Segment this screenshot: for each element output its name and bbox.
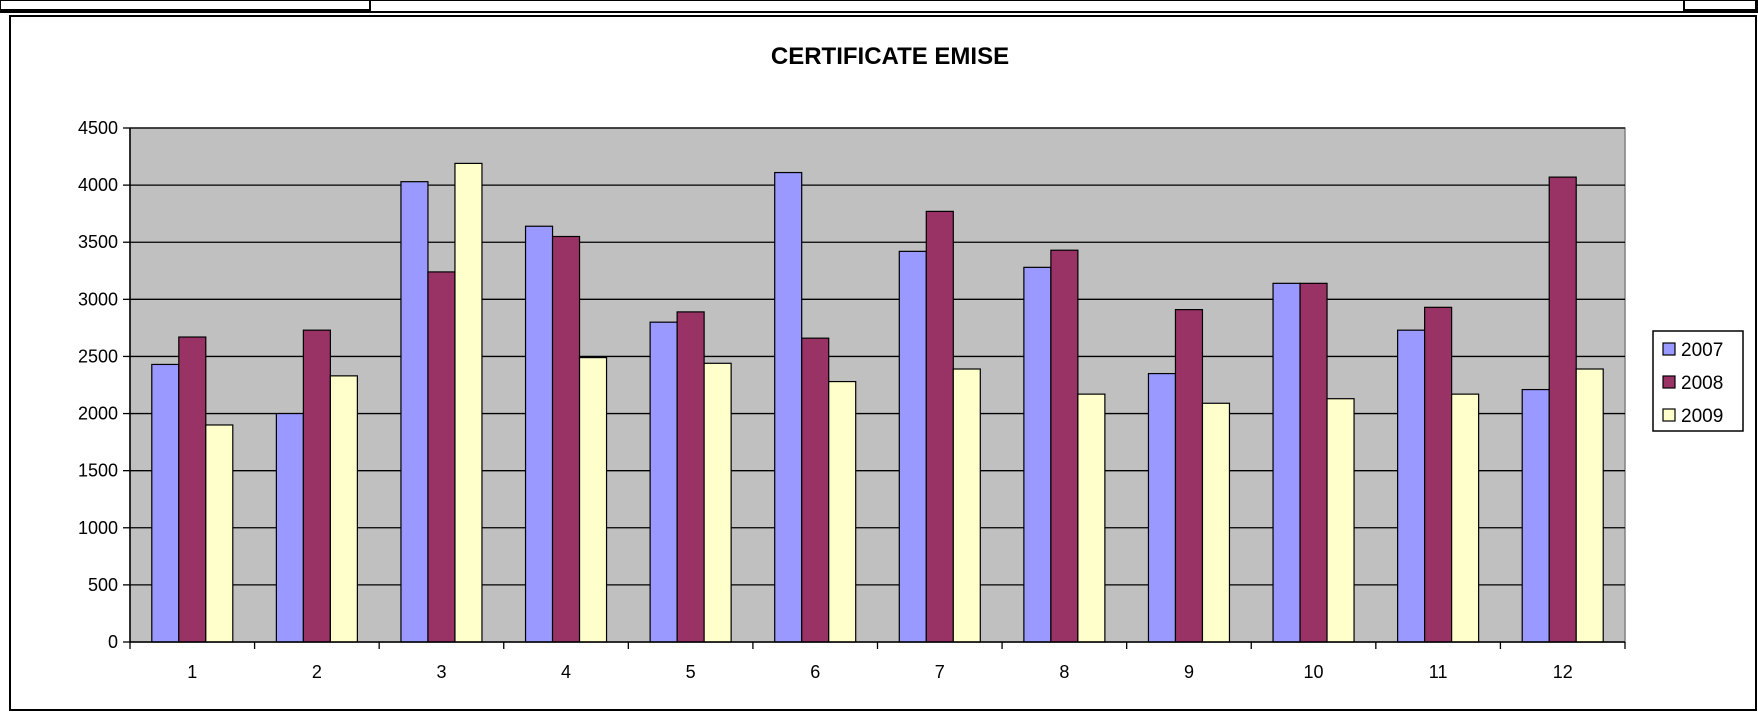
bar-2007-9	[1147, 372, 1177, 643]
bar-2008-3	[427, 271, 456, 643]
bar-2008-11	[1424, 306, 1453, 643]
legend-swatch-2008	[1662, 375, 1676, 389]
legend: 2007 2008 2009	[1652, 330, 1744, 432]
y-tick-label: 4000	[78, 175, 118, 195]
bar-2007-6	[774, 171, 803, 643]
x-ticks: 1 2 3 4 5 6 7 8 9 10 11 12	[129, 642, 1626, 682]
bar-2009-1	[205, 424, 234, 643]
x-tick-label: 2	[312, 662, 322, 682]
bar-2009-2	[329, 375, 358, 643]
bar-2007-1	[151, 363, 180, 643]
legend-swatch-2009	[1662, 408, 1676, 422]
x-tick-label: 8	[1059, 662, 1069, 682]
bar-2007-7	[898, 250, 927, 643]
x-tick-label: 3	[436, 662, 446, 682]
x-tick-label: 7	[935, 662, 945, 682]
top-strip	[0, 0, 1758, 13]
bar-2007-5	[649, 321, 678, 643]
bar-2009-4	[578, 356, 608, 643]
y-tick-label: 2500	[78, 346, 118, 366]
y-ticks: 0 500 1000 1500 2000 2500 3000 3500 4000 4500	[78, 118, 130, 652]
top-left-box	[0, 0, 371, 11]
bar-2008-12	[1548, 176, 1577, 643]
bar-2009-9	[1201, 402, 1231, 643]
bar-2009-8	[1077, 393, 1106, 643]
y-tick-label: 0	[108, 632, 118, 652]
y-tick-label: 2000	[78, 404, 118, 424]
bar-2008-8	[1050, 249, 1079, 643]
y-tick-label: 1500	[78, 461, 118, 481]
chart-title: CERTIFICATE EMISE	[771, 43, 1009, 70]
legend-label-2007: 2007	[1681, 340, 1723, 361]
x-tick-label: 11	[1429, 662, 1448, 682]
x-tick-label: 1	[187, 662, 197, 682]
bar-2009-12	[1575, 368, 1604, 643]
x-tick-label: 4	[561, 662, 571, 682]
plot-area	[129, 127, 1626, 643]
bar-2009-5	[703, 362, 732, 643]
bar-2009-7	[952, 368, 981, 643]
bar-2007-11	[1397, 329, 1426, 643]
bar-2009-6	[828, 380, 857, 643]
legend-label-2009: 2009	[1681, 406, 1723, 427]
bar-2007-10	[1272, 282, 1301, 643]
bar-2008-2	[302, 329, 331, 643]
bar-2008-5	[676, 311, 705, 643]
bars	[151, 162, 1604, 643]
y-tick-label: 3500	[78, 232, 118, 252]
legend-label-2008: 2008	[1681, 373, 1723, 394]
bar-2007-12	[1521, 388, 1550, 643]
bar-2008-4	[551, 235, 581, 643]
bar-2008-7	[925, 210, 954, 643]
bar-2007-3	[400, 181, 429, 643]
x-tick-label: 10	[1304, 662, 1324, 682]
x-tick-label: 9	[1184, 662, 1194, 682]
bar-2007-8	[1023, 266, 1052, 643]
y-tick-label: 3000	[78, 289, 118, 309]
bar-2007-4	[524, 225, 554, 643]
x-tick-label: 5	[686, 662, 696, 682]
gridlines	[130, 127, 1625, 586]
x-tick-label: 12	[1553, 662, 1573, 682]
bar-2008-6	[801, 337, 830, 643]
y-tick-label: 4500	[78, 118, 118, 138]
bar-2008-10	[1299, 282, 1328, 643]
bar-2009-3	[454, 162, 483, 643]
x-tick-label: 6	[810, 662, 820, 682]
legend-swatch-2007	[1662, 342, 1676, 356]
y-tick-label: 1000	[78, 518, 118, 538]
bar-2009-10	[1326, 398, 1355, 643]
y-tick-label: 500	[88, 575, 118, 595]
bar-2008-9	[1174, 309, 1204, 643]
bar-2008-1	[178, 336, 207, 643]
bar-2009-11	[1451, 393, 1480, 643]
bar-2007-2	[275, 412, 304, 643]
top-right-box	[1683, 0, 1757, 11]
